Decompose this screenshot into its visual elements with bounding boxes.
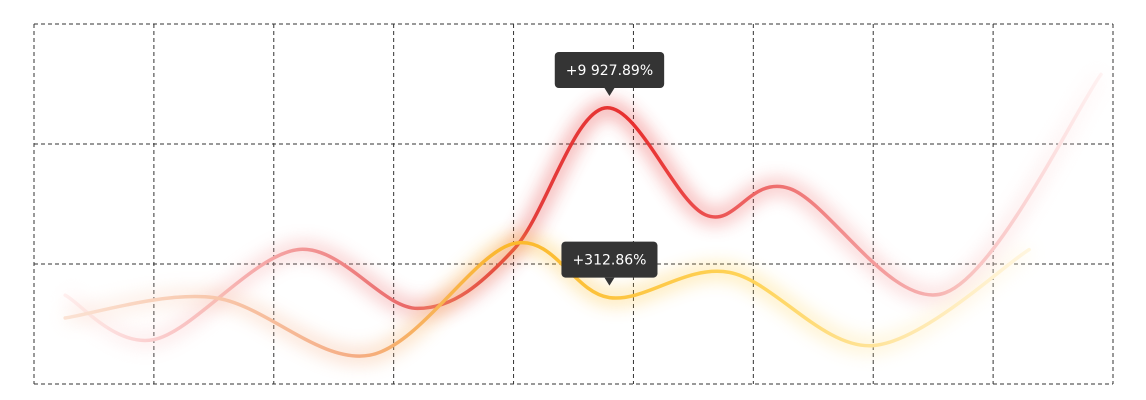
line-glow <box>64 235 1033 364</box>
line <box>63 72 1103 343</box>
tooltip-box <box>554 52 665 88</box>
tooltip: +9 927.89% <box>554 52 665 96</box>
tooltip: +312.86% <box>561 241 658 286</box>
tooltip-pointer <box>604 88 615 96</box>
tooltip-text: +9 927.89% <box>566 63 653 79</box>
tooltip-pointer <box>604 277 615 286</box>
tooltip-box <box>561 241 658 278</box>
tooltip-text: +312.86% <box>572 253 646 269</box>
line <box>63 240 1031 358</box>
